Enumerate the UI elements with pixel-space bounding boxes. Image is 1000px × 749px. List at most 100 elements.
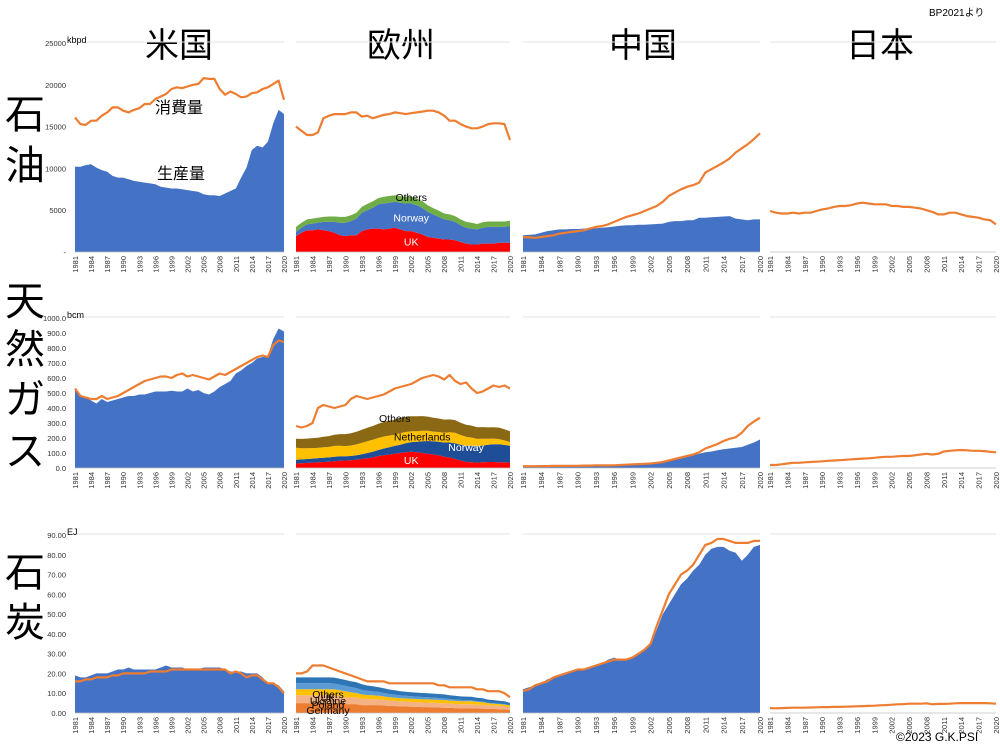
- unit-label: kbpd: [67, 35, 87, 45]
- x-tick-label: 1990: [818, 472, 827, 489]
- x-tick-label: 1999: [391, 717, 400, 734]
- series-label-germany: Germany: [306, 705, 350, 717]
- row-label-coal-2: 炭: [5, 600, 45, 646]
- y-tick-label: 10000: [45, 164, 66, 173]
- x-tick-label: 2014: [473, 472, 482, 489]
- x-tick-label: 2020: [280, 472, 289, 489]
- x-tick-label: 1984: [87, 717, 96, 734]
- area-germany: [296, 703, 510, 713]
- row-label-coal-1: 石: [5, 550, 45, 596]
- x-tick-label: 1993: [836, 472, 845, 489]
- x-tick-label: 1990: [574, 472, 583, 489]
- x-tick-label: 2017: [490, 256, 499, 273]
- x-tick-label: 2011: [457, 717, 466, 733]
- source-note: BP2021より: [929, 8, 985, 19]
- x-tick-label: 2008: [440, 256, 449, 273]
- x-tick-label: 2008: [923, 472, 932, 489]
- area-生産量: [75, 665, 284, 713]
- unit-label: bcm: [67, 310, 84, 320]
- x-tick-label: 1999: [391, 472, 400, 489]
- series-label-poland: Poland: [312, 699, 345, 711]
- chart-eu-oil: 1981 1984 1987 1990 1993 1996 1999 2002 2005 2008…: [292, 41, 515, 273]
- column-title-japan: 日本: [846, 26, 914, 66]
- y-tick-label: 1000.0: [43, 314, 66, 323]
- x-tick-label: 2011: [701, 717, 710, 733]
- x-tick-label: 1987: [801, 717, 810, 734]
- line-consumption: [770, 448, 997, 467]
- x-tick-label: 2014: [248, 717, 257, 734]
- x-tick-label: 1984: [783, 256, 792, 273]
- x-tick-label: 1990: [341, 256, 350, 273]
- series-label-others: Others: [395, 192, 427, 204]
- x-tick-label: 2017: [975, 256, 984, 273]
- chart-us-gas: 1000.0 900.0 800.0 700.0 600.0 500.0 400.0 300.…: [43, 310, 289, 489]
- y-tick-label: 0.0: [56, 464, 66, 473]
- x-tick-label: 1996: [853, 472, 862, 489]
- y-tick-label: 500.0: [47, 389, 66, 398]
- x-tick-label: 2005: [665, 472, 674, 489]
- x-tick-label: 1987: [325, 472, 334, 489]
- line-consumption: [295, 373, 511, 429]
- x-tick-label: 2011: [940, 717, 949, 733]
- x-tick-label: 2008: [923, 256, 932, 273]
- x-tick-label: 1999: [628, 256, 637, 273]
- line-consumption: [769, 201, 997, 226]
- chart-jp-oil: 1981 1984 1987 1990 1993 1996 1999 2002 2005 2008…: [766, 41, 1000, 273]
- area-生産量: [523, 544, 760, 713]
- y-tick-label: 70.00: [47, 571, 66, 580]
- x-tick-label: 2014: [473, 256, 482, 273]
- x-tick-label: 2008: [216, 717, 225, 734]
- x-tick-label: 2020: [992, 472, 1000, 489]
- x-tick-label: 1999: [628, 717, 637, 734]
- y-tick-label: -: [64, 248, 67, 257]
- x-tick-label: 2020: [280, 717, 289, 734]
- x-tick-label: 1990: [818, 717, 827, 734]
- series-label-ukraine: Ukraine: [310, 695, 346, 707]
- x-tick-label: 2011: [232, 717, 241, 733]
- line-consumption: [75, 668, 285, 694]
- x-tick-label: 1996: [610, 717, 619, 734]
- x-tick-label: 2011: [940, 472, 949, 488]
- series-label-norway: Norway: [448, 442, 484, 454]
- column-title-europe: 欧州: [367, 26, 435, 66]
- x-tick-label: 2008: [216, 472, 225, 489]
- x-tick-label: 2005: [424, 472, 433, 489]
- area-uk: [296, 227, 510, 252]
- x-tick-label: 2020: [756, 717, 765, 734]
- y-tick-label: 30.00: [47, 650, 66, 659]
- x-tick-label: 1993: [135, 717, 144, 734]
- y-tick-label: 200.0: [47, 434, 66, 443]
- x-tick-label: 2005: [665, 717, 674, 734]
- row-label-gas-1: 天: [5, 279, 45, 325]
- area-生産量: [523, 216, 760, 252]
- x-tick-label: 1990: [119, 717, 128, 734]
- x-tick-label: 2008: [216, 256, 225, 273]
- x-tick-label: 1999: [168, 472, 177, 489]
- area-others: [296, 677, 510, 706]
- x-tick-label: 2008: [683, 472, 692, 489]
- x-tick-label: 2002: [888, 717, 897, 734]
- x-tick-label: 2014: [720, 256, 729, 273]
- series-label-netherlands: Netherlands: [394, 432, 451, 444]
- y-tick-label: 800.0: [47, 344, 66, 353]
- area-poland: [296, 695, 510, 710]
- row-label-gas-3: ガ: [5, 377, 45, 423]
- x-tick-label: 2008: [923, 717, 932, 734]
- x-tick-label: 2011: [701, 472, 710, 488]
- x-tick-label: 2020: [992, 717, 1000, 734]
- y-tick-label: 80.00: [47, 551, 66, 560]
- area-uk: [296, 451, 510, 468]
- x-tick-label: 1990: [119, 472, 128, 489]
- row-label-oil-2: 油: [5, 143, 45, 189]
- x-tick-label: 1987: [801, 472, 810, 489]
- x-tick-label: 2011: [232, 256, 241, 272]
- x-tick-label: 2002: [407, 717, 416, 734]
- y-tick-label: 900.0: [47, 329, 66, 338]
- x-tick-label: 2014: [957, 472, 966, 489]
- x-tick-label: 1981: [766, 717, 775, 734]
- x-tick-label: 1993: [358, 472, 367, 489]
- series-label-uk: UK: [404, 237, 419, 249]
- x-tick-label: 2017: [264, 256, 273, 273]
- x-tick-label: 1984: [309, 472, 318, 489]
- line-consumption: [523, 416, 761, 468]
